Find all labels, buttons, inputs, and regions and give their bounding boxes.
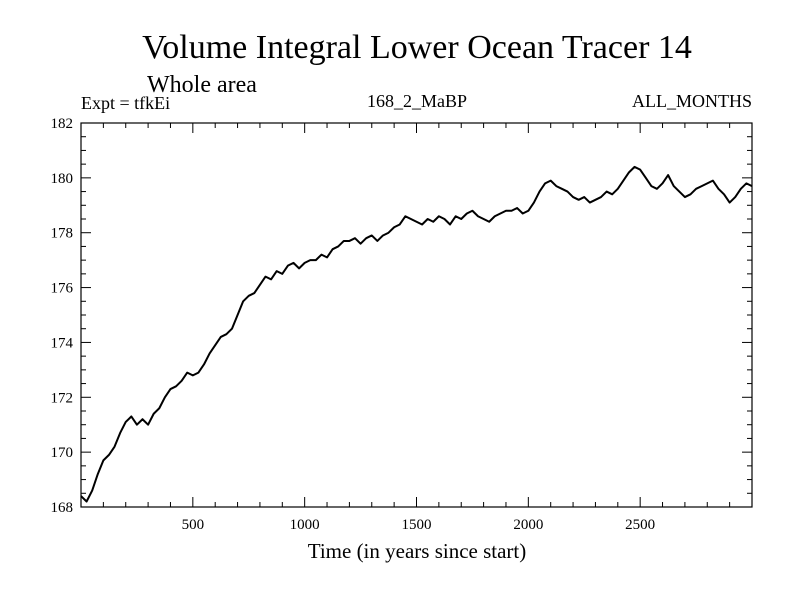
months-label: ALL_MONTHS bbox=[632, 91, 752, 111]
x-tick-label: 2500 bbox=[625, 517, 655, 533]
axis-tick-labels: 500 1000 1500 2000 2500 168 170 172 174 176 178 180… bbox=[51, 116, 656, 533]
experiment-label: Expt = tfkEi bbox=[81, 93, 170, 113]
y-tick-label: 180 bbox=[51, 171, 74, 187]
y-tick-label: 182 bbox=[51, 116, 74, 132]
series-line bbox=[80, 165, 753, 503]
x-tick-label: 1000 bbox=[290, 517, 320, 533]
plot-frame bbox=[80, 122, 753, 508]
chart-title: Volume Integral Lower Ocean Tracer 14 bbox=[142, 29, 692, 66]
y-tick-label: 172 bbox=[51, 390, 74, 406]
period-label: 168_2_MaBP bbox=[367, 91, 467, 111]
x-tick-label: 1500 bbox=[402, 517, 432, 533]
chart-subtitle: Whole area bbox=[147, 72, 257, 98]
axis-ticks bbox=[81, 123, 752, 507]
x-tick-label: 500 bbox=[182, 517, 205, 533]
x-tick-label: 2000 bbox=[513, 517, 543, 533]
y-tick-label: 168 bbox=[51, 500, 74, 516]
y-tick-label: 170 bbox=[51, 445, 74, 461]
y-tick-label: 176 bbox=[51, 281, 74, 297]
y-tick-label: 174 bbox=[51, 335, 74, 351]
x-axis-label: Time (in years since start) bbox=[308, 539, 527, 563]
y-tick-label: 178 bbox=[51, 226, 74, 242]
